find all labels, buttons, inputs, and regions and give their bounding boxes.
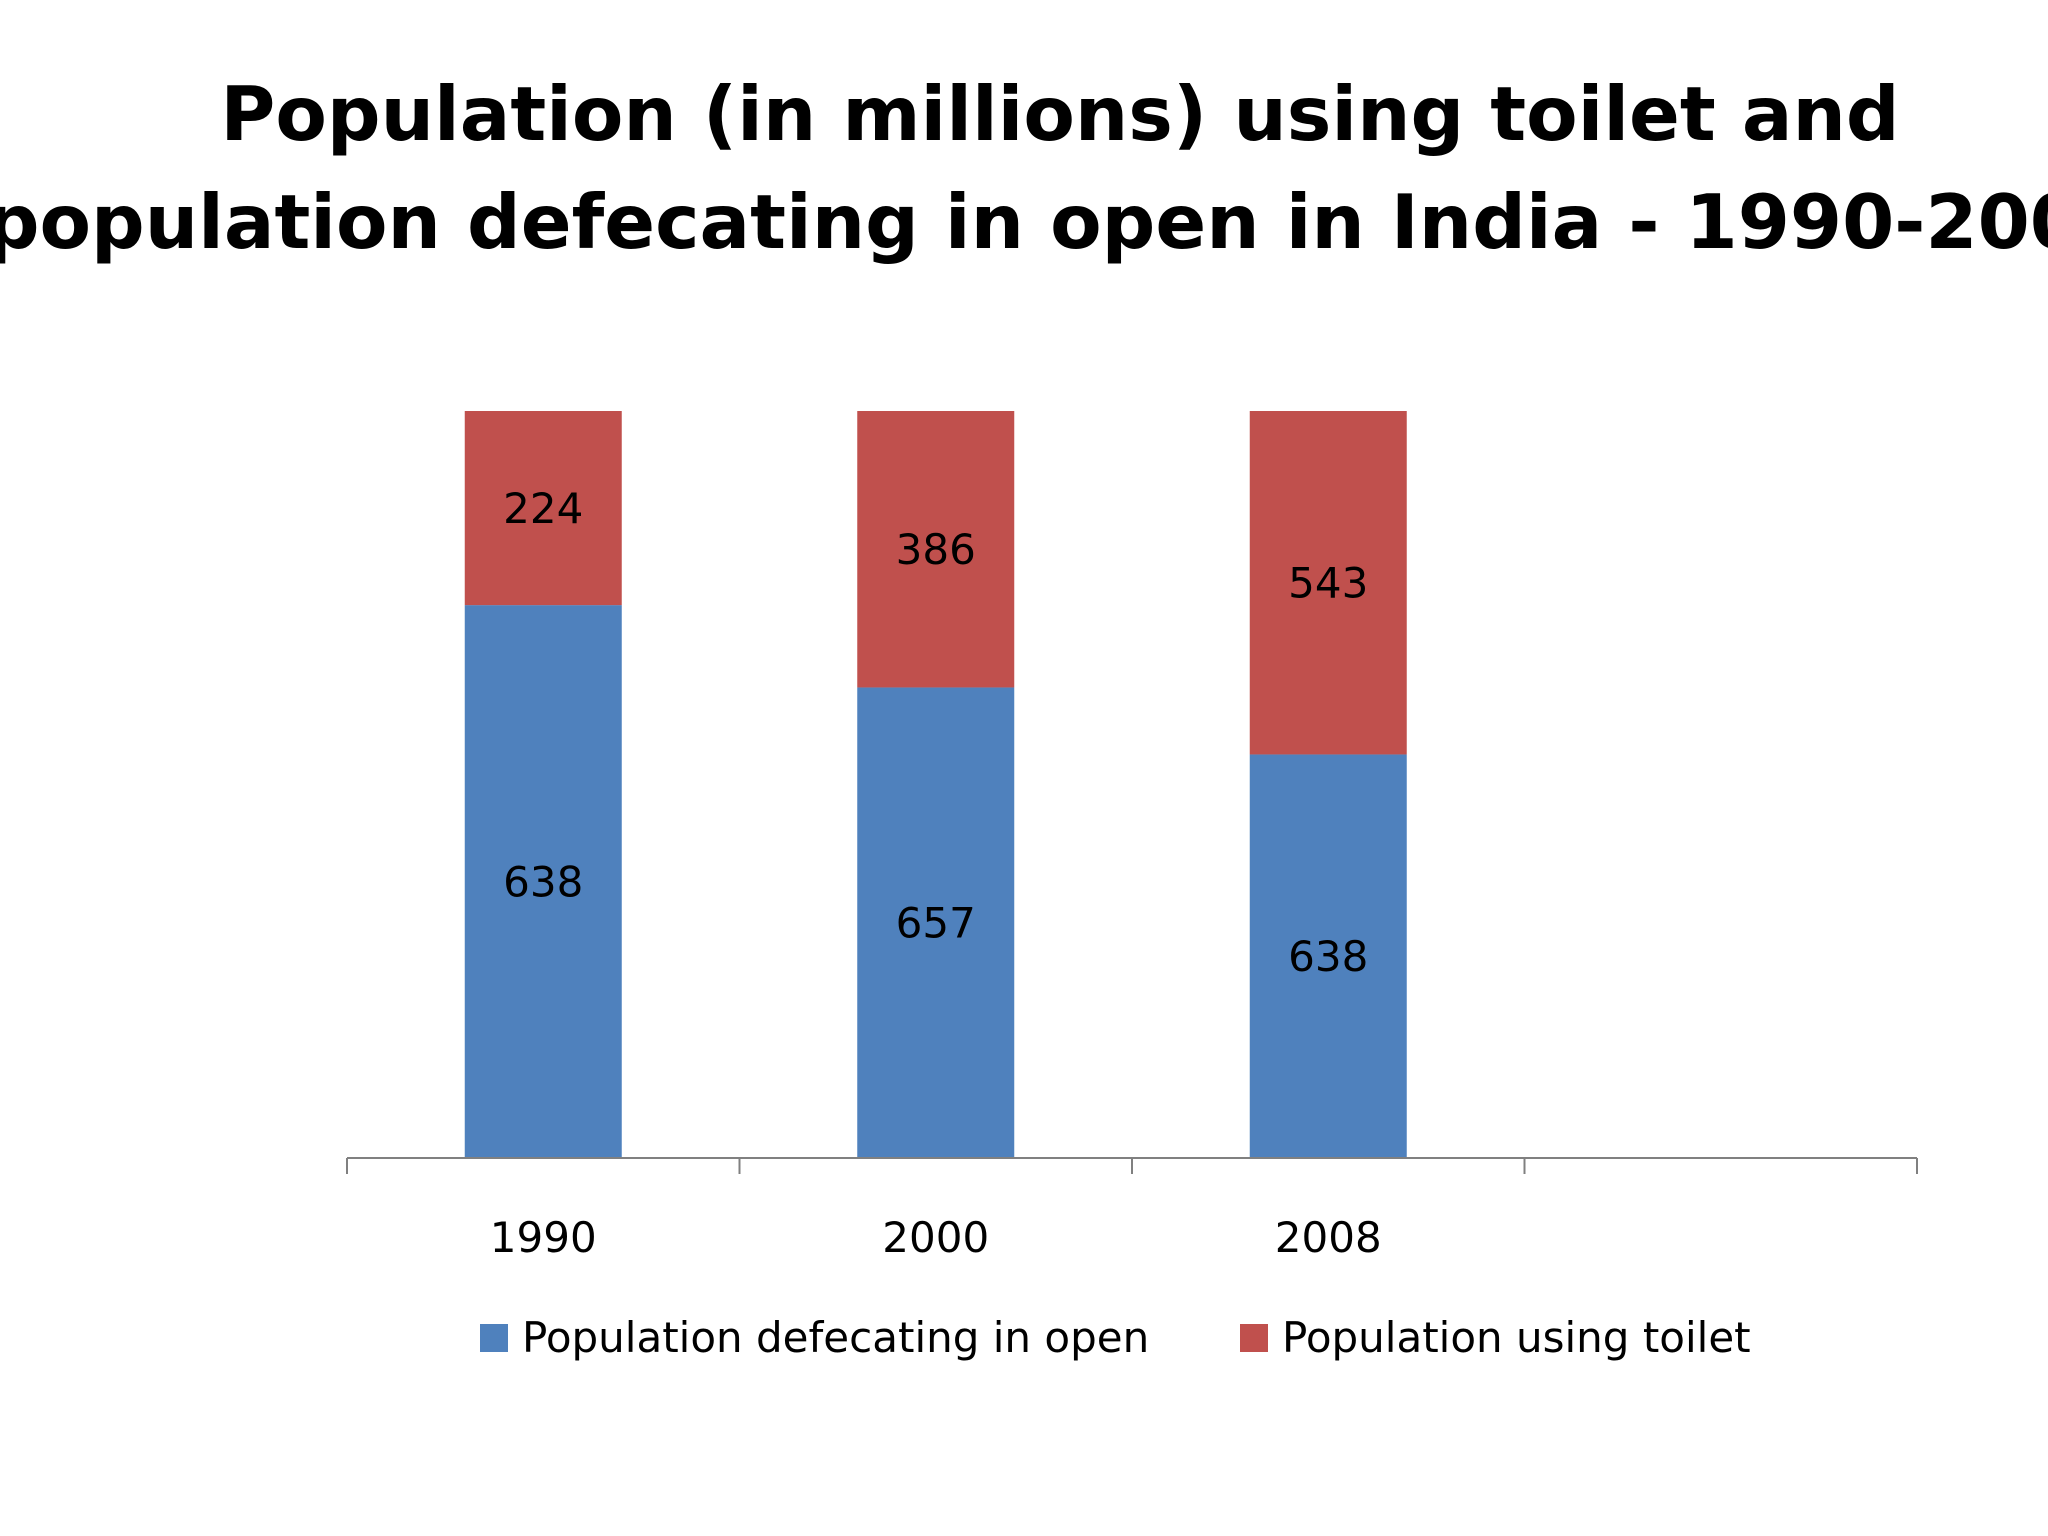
x-tick-label-2000: 2000 [882,1213,989,1262]
x-tick-label-2008: 2008 [1275,1213,1382,1262]
legend-label: Population using toilet [1282,1313,1751,1362]
bar-population-defecating-in-open-2008 [1249,754,1407,1158]
legend-item-population-defecating-in-open: Population defecating in open [480,1313,1149,1362]
bar-population-using-toilet-2000 [857,411,1015,688]
legend-label: Population defecating in open [522,1313,1149,1362]
plot-area: 638 224 657 386 638 543 [464,411,1407,1158]
legend-item-population-using-toilet: Population using toilet [1240,1313,1751,1362]
bar-population-using-toilet-2008 [1249,411,1407,755]
data-label-population-defecating-in-open-2008: 638 [1288,932,1368,981]
data-label-population-defecating-in-open-1990: 638 [503,858,583,907]
data-label-population-defecating-in-open-2000: 657 [896,899,976,948]
x-tick-label-1990: 1990 [490,1213,597,1262]
chart-title-line-2: population defecating in open in India -… [0,178,2048,266]
data-label-population-using-toilet-1990: 224 [503,484,583,533]
bar-population-using-toilet-1990 [464,411,622,606]
chart-title: Population (in millions) using toilet an… [0,70,2048,266]
legend: Population defecating in open Population … [480,1313,1751,1362]
data-label-population-using-toilet-2008: 543 [1288,559,1368,608]
bar-population-defecating-in-open-1990 [464,605,622,1158]
legend-swatch [480,1324,508,1352]
data-label-population-using-toilet-2000: 386 [896,525,976,574]
x-axis: 1990 2000 2008 [346,1157,1918,1262]
chart-title-line-1: Population (in millions) using toilet an… [220,70,1899,158]
legend-swatch [1240,1324,1268,1352]
bar-population-defecating-in-open-2000 [857,687,1015,1158]
